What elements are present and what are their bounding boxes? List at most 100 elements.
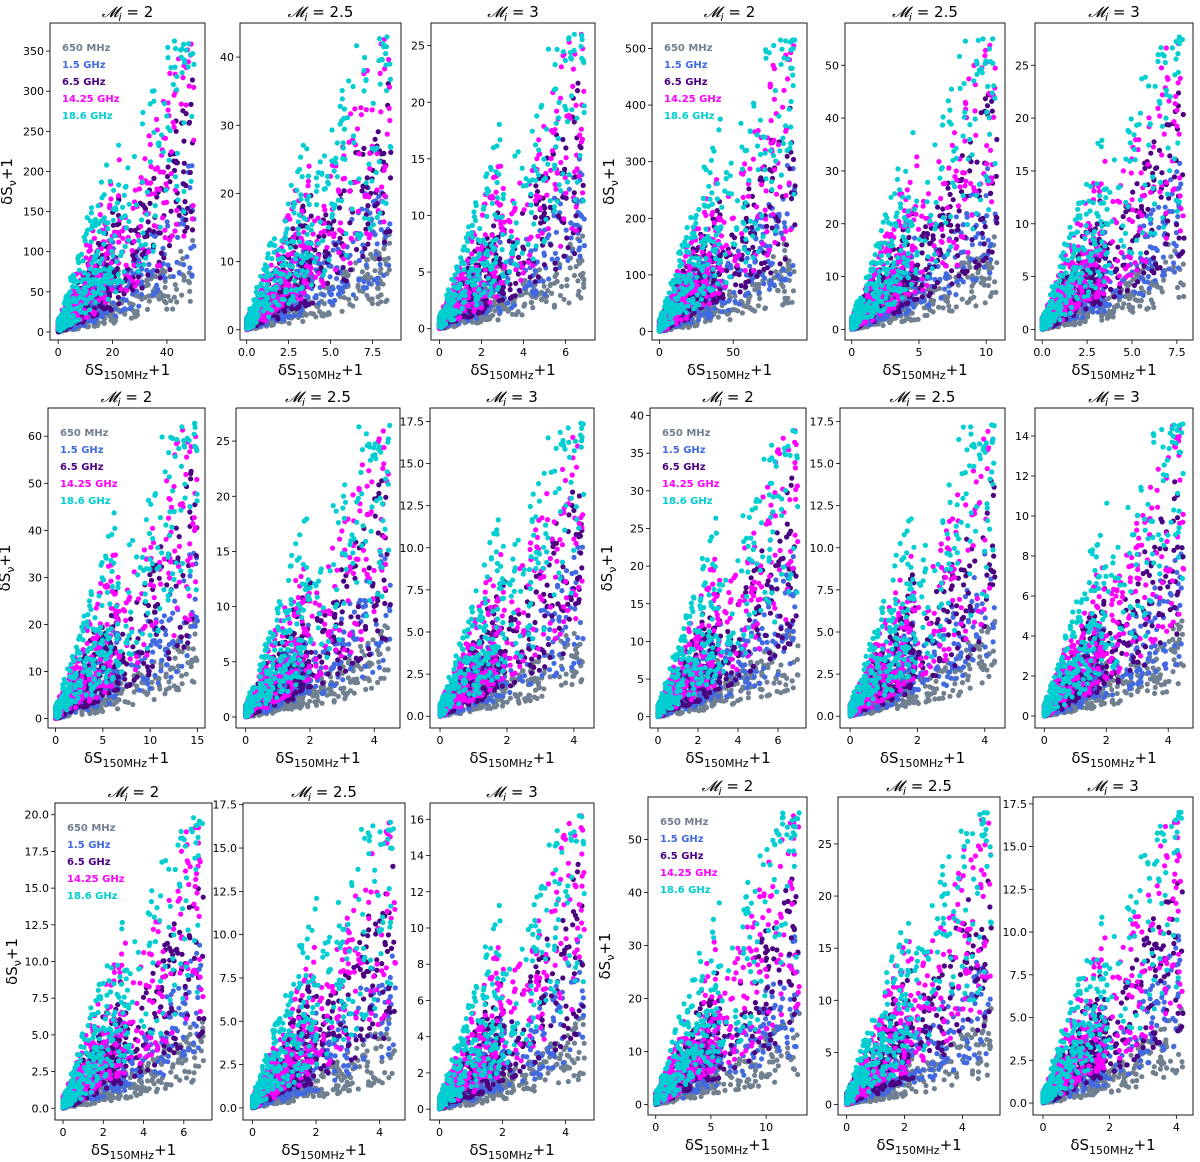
point-18-6-ghz [319, 170, 325, 176]
point-1-5-ghz [581, 243, 588, 249]
point-18-6-ghz [532, 142, 539, 148]
point-650-mhz [521, 303, 527, 309]
x-tick-label: 0 [436, 346, 443, 359]
point-14-25-ghz [163, 181, 169, 187]
point-1-5-ghz [577, 238, 583, 244]
point-650-mhz [180, 256, 186, 262]
point-18-6-ghz [133, 202, 140, 208]
point-18-6-ghz [560, 49, 567, 55]
point-650-mhz [172, 282, 178, 288]
point-650-mhz [581, 281, 587, 287]
point-18-6-ghz [301, 215, 307, 221]
point-18-6-ghz [337, 121, 343, 127]
point-18-6-ghz [494, 195, 501, 201]
point-18-6-ghz [461, 267, 467, 273]
point-1-5-ghz [363, 262, 369, 268]
point-18-6-ghz [58, 319, 64, 325]
point-18-6-ghz [247, 306, 253, 312]
axes-frame [239, 22, 402, 341]
point-18-6-ghz [329, 201, 335, 207]
point-18-6-ghz [122, 184, 129, 190]
point-18-6-ghz [88, 226, 94, 232]
point-650-mhz [372, 268, 378, 274]
point-18-6-ghz [301, 273, 307, 279]
point-18-6-ghz [547, 198, 553, 204]
point-1-5-ghz [554, 256, 561, 262]
point-14-25-ghz [151, 191, 157, 197]
point-14-25-ghz [462, 276, 468, 282]
point-6-5-ghz [180, 108, 186, 114]
point-18-6-ghz [135, 262, 141, 268]
y-tick-label: 350 [23, 45, 44, 58]
x-axis-label: δS150MHz+1 [85, 361, 170, 382]
point-6-5-ghz [553, 266, 559, 272]
point-14-25-ghz [115, 193, 122, 199]
point-18-6-ghz [85, 272, 91, 278]
point-6-5-ghz [532, 214, 538, 220]
point-14-25-ghz [340, 244, 346, 250]
point-18-6-ghz [136, 238, 142, 244]
point-18-6-ghz [313, 255, 320, 261]
point-6-5-ghz [512, 293, 518, 299]
panel-title: 𝓜i = 3 [487, 3, 539, 24]
point-1-5-ghz [130, 291, 136, 297]
point-650-mhz [165, 293, 171, 299]
point-6-5-ghz [375, 129, 381, 135]
point-6-5-ghz [136, 274, 142, 280]
point-18-6-ghz [580, 57, 586, 63]
point-18-6-ghz [300, 142, 306, 148]
point-18-6-ghz [131, 153, 137, 160]
point-18-6-ghz [259, 300, 265, 306]
point-18-6-ghz [88, 239, 94, 245]
point-14-25-ghz [147, 141, 153, 148]
point-18-6-ghz [108, 237, 114, 243]
point-18-6-ghz [342, 156, 348, 162]
point-14-25-ghz [482, 232, 488, 238]
point-650-mhz [134, 312, 141, 318]
x-tick-label: 2 [478, 346, 485, 359]
point-1-5-ghz [375, 280, 381, 286]
point-18-6-ghz [80, 258, 86, 264]
point-18-6-ghz [174, 73, 180, 80]
point-6-5-ghz [173, 128, 179, 134]
point-18-6-ghz [354, 43, 360, 49]
point-6-5-ghz [387, 175, 394, 181]
point-6-5-ghz [176, 212, 182, 218]
point-650-mhz [375, 301, 381, 307]
point-18-6-ghz [578, 43, 584, 49]
point-18-6-ghz [139, 179, 146, 185]
point-18-6-ghz [449, 276, 455, 282]
point-1-5-ghz [361, 278, 367, 285]
point-18-6-ghz [142, 241, 148, 247]
point-14-25-ghz [120, 235, 126, 241]
point-14-25-ghz [138, 223, 144, 229]
point-18-6-ghz [497, 137, 503, 143]
point-14-25-ghz [340, 256, 347, 262]
point-18-6-ghz [71, 276, 78, 282]
point-14-25-ghz [500, 185, 506, 191]
point-18-6-ghz [331, 168, 337, 174]
point-18-6-ghz [266, 314, 272, 320]
point-18-6-ghz [172, 174, 178, 180]
point-18-6-ghz [298, 260, 305, 266]
y-tick-label: 0 [227, 324, 234, 337]
point-1-5-ghz [176, 270, 183, 276]
point-18-6-ghz [377, 210, 383, 216]
point-18-6-ghz [511, 200, 517, 206]
point-18-6-ghz [286, 301, 292, 307]
point-14-25-ghz [189, 216, 195, 222]
point-6-5-ghz [563, 195, 569, 201]
point-14-25-ghz [324, 244, 330, 251]
point-6-5-ghz [500, 284, 506, 290]
point-6-5-ghz [290, 226, 296, 232]
point-1-5-ghz [136, 303, 142, 309]
point-18-6-ghz [511, 261, 518, 267]
point-6-5-ghz [323, 212, 329, 218]
point-650-mhz [127, 300, 133, 306]
point-6-5-ghz [571, 190, 577, 196]
point-14-25-ghz [109, 287, 115, 293]
point-14-25-ghz [168, 171, 174, 177]
point-18-6-ghz [73, 284, 79, 290]
point-18-6-ghz [150, 248, 156, 254]
